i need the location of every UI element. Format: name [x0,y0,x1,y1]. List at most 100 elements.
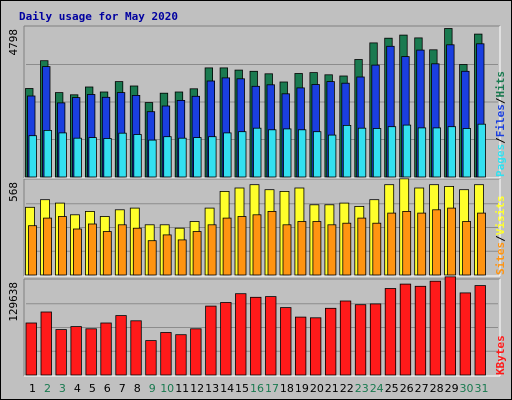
day-label-23: 23 [355,382,369,395]
bar-pages-day-6 [103,138,112,178]
bar-kbytes-day-31 [474,285,486,376]
legend-item-sites: Sites [494,242,507,275]
legend-item-pages: Pages [494,144,507,177]
bar-kbytes-day-11 [175,334,187,376]
max-label-visits-sites: 568 [7,182,20,202]
day-label-27: 27 [415,382,429,395]
day-label-18: 18 [280,382,294,395]
bar-kbytes-day-13 [205,305,217,376]
bar-pages-day-19 [297,129,307,178]
bar-sites-day-13 [207,224,217,276]
bar-kbytes-day-6 [100,322,112,376]
day-label-29: 29 [445,382,459,395]
bar-kbytes-day-24 [369,303,382,376]
bar-sites-day-1 [28,225,37,276]
bar-kbytes-day-2 [40,311,52,376]
max-label-hits-files-pages: 4798 [7,29,20,56]
bar-kbytes-day-3 [55,329,67,376]
bar-kbytes-day-30 [459,292,472,376]
chart-title: Daily usage for May 2020 [19,10,178,23]
bar-kbytes-day-7 [115,315,127,376]
bar-pages-day-13 [208,136,217,178]
bar-sites-day-22 [342,222,352,276]
bar-sites-day-23 [357,217,367,276]
bar-sites-day-2 [43,217,52,276]
bar-pages-day-8 [133,134,142,178]
legend-visits-sites: Sites/Visits [494,196,507,276]
bar-pages-day-11 [178,137,187,178]
day-label-25: 25 [385,382,399,395]
bar-kbytes-day-15 [235,293,247,376]
bar-pages-day-25 [387,126,397,178]
bar-pages-day-22 [342,125,352,178]
bar-sites-day-28 [432,209,442,276]
bar-kbytes-day-19 [294,316,307,376]
legend-kbytes: KBytes [494,335,507,375]
bar-kbytes-day-26 [399,283,412,376]
bar-pages-day-2 [43,129,52,178]
day-label-30: 30 [460,382,474,395]
bar-sites-day-26 [402,210,412,276]
bar-sites-day-4 [73,228,82,276]
day-label-16: 16 [250,382,264,395]
bar-sites-day-11 [177,239,187,276]
bar-sites-day-8 [132,227,142,276]
bar-pages-day-5 [88,137,97,178]
bar-kbytes-day-16 [250,296,262,376]
bar-pages-day-23 [357,127,367,178]
bar-kbytes-day-23 [354,304,367,376]
bar-pages-day-3 [58,132,67,178]
bar-pages-day-20 [312,131,322,178]
max-label-kbytes: 129638 [7,282,20,322]
bar-sites-day-19 [297,221,307,276]
legend-item-separator: / [494,235,507,242]
bar-sites-day-20 [312,221,322,276]
bar-pages-day-17 [268,129,277,178]
bar-pages-day-26 [402,124,412,178]
day-label-3: 3 [59,382,66,395]
bar-kbytes-day-17 [265,296,277,376]
bar-sites-day-18 [282,224,292,276]
day-label-31: 31 [475,382,489,395]
bar-kbytes-day-12 [190,328,202,376]
bar-sites-day-24 [372,222,382,276]
day-label-15: 15 [235,382,249,395]
bar-kbytes-day-21 [324,307,337,376]
day-label-12: 12 [190,382,204,395]
day-label-24: 24 [370,382,384,395]
bar-pages-day-31 [477,123,486,178]
bar-kbytes-day-18 [280,307,292,376]
bar-sites-day-14 [222,217,232,276]
bar-pages-day-27 [417,127,427,178]
bar-pages-day-15 [238,131,247,178]
bar-sites-day-3 [58,216,67,276]
bar-pages-day-12 [193,137,202,178]
bar-sites-day-30 [462,221,472,276]
bar-pages-day-16 [253,127,262,178]
bar-pages-day-4 [73,137,82,178]
day-label-7: 7 [119,382,126,395]
bar-kbytes-day-8 [130,320,142,376]
bar-sites-day-6 [102,231,112,276]
day-label-13: 13 [205,382,219,395]
bar-kbytes-day-29 [444,276,457,376]
day-label-4: 4 [74,382,81,395]
bar-sites-day-5 [88,223,97,276]
day-label-28: 28 [430,382,444,395]
day-label-8: 8 [134,382,141,395]
bar-kbytes-day-4 [70,326,82,376]
bar-sites-day-17 [267,210,277,276]
bar-sites-day-27 [417,212,427,276]
legend-item-visits: Visits [494,196,507,236]
day-label-10: 10 [160,382,174,395]
legend-item-kbytes: KBytes [494,335,507,375]
day-label-22: 22 [340,382,354,395]
legend-item-separator: / [494,137,507,144]
bar-kbytes-day-5 [85,328,97,376]
bar-kbytes-day-27 [414,285,427,376]
bar-kbytes-day-1 [25,322,37,376]
bar-pages-day-29 [447,126,457,178]
bar-kbytes-day-28 [429,280,442,376]
